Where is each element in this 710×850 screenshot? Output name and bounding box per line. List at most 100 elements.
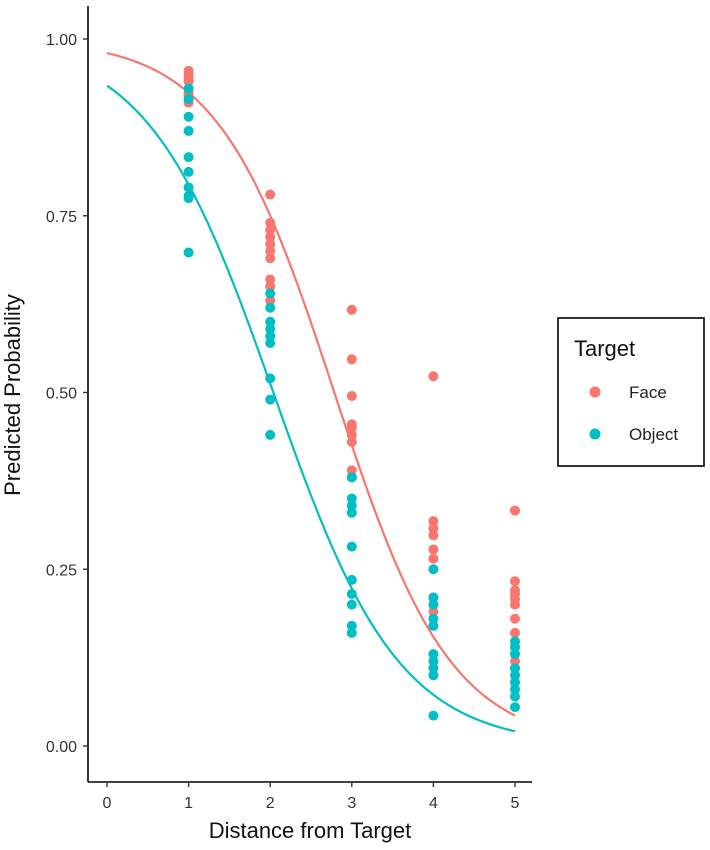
- point-object: [428, 564, 439, 575]
- y-tick-label: 0.00: [46, 739, 77, 756]
- point-object: [265, 429, 276, 440]
- point-object: [428, 599, 439, 610]
- point-object: [510, 702, 520, 713]
- point-face: [265, 281, 276, 292]
- point-object: [510, 642, 520, 653]
- y-axis-title: Predicted Probability: [0, 294, 25, 496]
- point-face: [510, 576, 520, 587]
- point-face: [346, 354, 357, 365]
- point-object: [510, 691, 520, 702]
- point-face: [265, 189, 276, 200]
- point-face: [428, 606, 439, 617]
- point-face: [265, 253, 276, 264]
- point-face: [346, 429, 357, 440]
- point-face: [510, 613, 520, 624]
- point-face: [428, 516, 439, 527]
- point-object: [183, 166, 194, 177]
- y-tick-label: 1.00: [46, 32, 77, 49]
- x-tick-label: 5: [511, 795, 520, 812]
- point-object: [428, 613, 439, 624]
- point-face: [346, 304, 357, 315]
- point-face: [428, 544, 439, 555]
- point-object: [265, 338, 276, 349]
- legend-label-object: Object: [629, 425, 678, 444]
- point-face: [510, 505, 520, 516]
- point-face: [510, 599, 520, 610]
- x-tick-label: 1: [184, 795, 193, 812]
- point-face: [265, 274, 276, 285]
- point-object: [428, 710, 439, 721]
- point-object: [428, 649, 439, 660]
- x-tick-label: 3: [347, 795, 356, 812]
- point-object: [428, 670, 439, 681]
- x-tick-label: 0: [103, 795, 112, 812]
- point-object: [346, 599, 357, 610]
- point-face: [265, 246, 276, 257]
- point-object: [265, 330, 276, 341]
- point-face: [265, 224, 276, 235]
- point-object: [183, 125, 194, 136]
- fit-curve-object: [106, 84, 516, 733]
- y-tick-label: 0.25: [46, 562, 77, 579]
- point-face: [428, 523, 439, 534]
- point-object: [346, 500, 357, 511]
- point-object: [183, 94, 194, 105]
- x-tick-label: 4: [429, 795, 438, 812]
- point-object: [265, 302, 276, 313]
- x-axis-ticks: 0 1 2 3 4 5: [103, 782, 520, 812]
- point-object: [510, 663, 520, 674]
- point-face: [510, 656, 520, 667]
- point-face: [346, 391, 357, 402]
- legend-title: Target: [574, 336, 635, 361]
- x-tick-label: 2: [266, 795, 275, 812]
- point-face: [346, 436, 357, 447]
- y-tick-label: 0.75: [46, 209, 77, 226]
- point-face: [265, 217, 276, 228]
- data-points: [183, 65, 520, 721]
- point-object: [183, 247, 194, 258]
- legend-key-object: [589, 428, 601, 440]
- fit-curve-face: [106, 51, 516, 717]
- legend-box: [557, 317, 705, 467]
- point-object: [183, 83, 194, 94]
- point-face: [510, 627, 520, 638]
- point-object: [346, 541, 357, 552]
- point-face: [265, 295, 276, 306]
- point-object: [346, 493, 357, 504]
- point-face: [428, 553, 439, 564]
- point-face: [428, 371, 439, 382]
- point-face: [346, 422, 357, 433]
- point-object: [428, 620, 439, 631]
- point-object: [510, 649, 520, 660]
- point-object: [428, 656, 439, 667]
- legend-label-face: Face: [629, 383, 667, 402]
- point-face: [183, 76, 194, 87]
- point-object: [265, 288, 276, 299]
- point-object: [265, 323, 276, 334]
- point-object: [346, 620, 357, 631]
- legend-key-face: [589, 386, 601, 398]
- point-face: [265, 231, 276, 242]
- legend: Target Face Object: [557, 317, 705, 467]
- point-object: [265, 316, 276, 327]
- point-object: [183, 182, 194, 193]
- point-object: [346, 472, 357, 483]
- point-face: [265, 239, 276, 250]
- point-object: [346, 627, 357, 638]
- point-object: [510, 684, 520, 695]
- point-object: [510, 670, 520, 681]
- fit-curves: [106, 51, 516, 733]
- point-object: [346, 507, 357, 518]
- y-tick-label: 0.50: [46, 386, 77, 403]
- point-object: [510, 677, 520, 688]
- y-axis-ticks: 0.00 0.25 0.50 0.75 1.00: [46, 32, 88, 756]
- point-object: [265, 394, 276, 405]
- point-face: [428, 530, 439, 541]
- point-face: [346, 465, 357, 476]
- point-object: [183, 152, 194, 163]
- x-axis-title: Distance from Target: [209, 818, 412, 843]
- point-object: [265, 373, 276, 384]
- point-object: [183, 111, 194, 122]
- point-object: [428, 663, 439, 674]
